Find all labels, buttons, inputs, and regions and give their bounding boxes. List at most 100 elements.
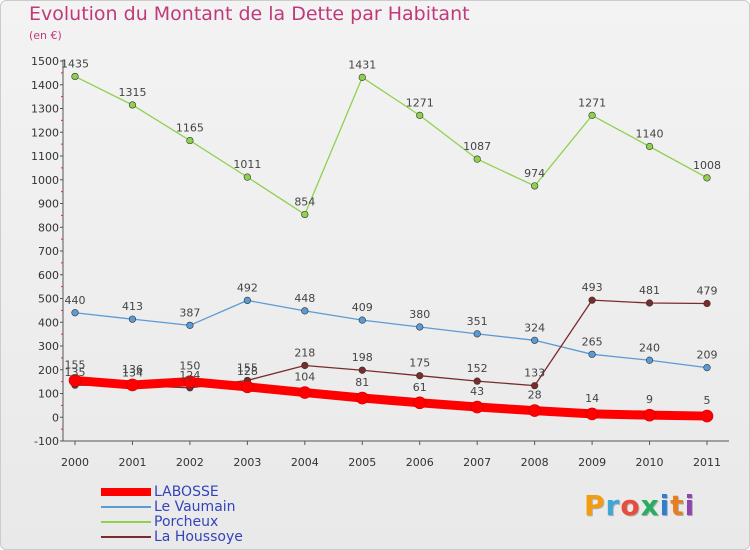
data-point <box>358 73 366 81</box>
y-tick-label: 1300 <box>31 103 59 116</box>
data-point <box>703 174 711 182</box>
y-tick-label: 1500 <box>31 55 59 68</box>
x-tick-label: 2009 <box>578 456 606 469</box>
data-point <box>703 364 711 372</box>
x-tick-label: 2002 <box>176 456 204 469</box>
data-label: 493 <box>582 281 603 294</box>
data-label: 81 <box>355 376 369 389</box>
data-label: 1008 <box>693 159 721 172</box>
data-label: 218 <box>294 346 315 359</box>
data-label: 1011 <box>233 158 261 171</box>
data-point <box>186 321 194 329</box>
y-tick-label: 0 <box>52 411 59 424</box>
data-point <box>416 111 424 119</box>
legend-label: Porcheux <box>154 514 219 530</box>
data-label: 1315 <box>118 86 146 99</box>
series-line <box>74 299 708 369</box>
logo-letter: i <box>684 489 696 522</box>
data-label: 135 <box>65 366 86 379</box>
data-point <box>528 404 541 417</box>
data-point <box>298 386 312 399</box>
data-point <box>531 182 539 190</box>
x-tick-label: 2006 <box>406 456 434 469</box>
legend-swatch <box>101 521 151 523</box>
data-label: 240 <box>639 341 660 354</box>
y-tick-label: 300 <box>38 340 59 353</box>
data-label: 28 <box>528 389 542 402</box>
x-tick-label: 2001 <box>118 456 146 469</box>
logo-letter: P <box>584 489 606 522</box>
data-label: 133 <box>524 367 545 380</box>
data-label: 351 <box>467 315 488 328</box>
data-point <box>588 111 596 119</box>
data-point <box>186 136 194 145</box>
proxiti-logo: Proxiti <box>584 489 695 522</box>
data-label: 854 <box>294 195 315 208</box>
data-point <box>588 350 596 358</box>
data-point <box>358 316 366 324</box>
data-label: 175 <box>409 357 430 370</box>
x-tick-label: 2000 <box>61 456 89 469</box>
y-tick-label: 100 <box>38 388 59 401</box>
data-label: 1431 <box>348 58 376 71</box>
data-point <box>645 142 654 151</box>
x-tick-label: 2004 <box>291 456 319 469</box>
data-label: 1271 <box>578 96 606 109</box>
data-label: 974 <box>524 167 545 180</box>
data-label: 492 <box>237 281 258 294</box>
legend-label: LABOSSE <box>154 484 219 500</box>
legend-swatch <box>101 536 151 538</box>
series-labosse <box>68 374 714 423</box>
data-point <box>301 210 309 219</box>
data-label: 198 <box>352 351 373 364</box>
data-label: 155 <box>65 358 86 371</box>
data-point <box>413 396 427 410</box>
y-tick-label: 200 <box>38 364 59 377</box>
data-point <box>473 377 481 385</box>
data-point <box>473 330 481 338</box>
data-label: 61 <box>413 381 427 394</box>
data-label: 14 <box>585 392 599 405</box>
series-la-houssoye <box>71 296 711 392</box>
data-point <box>183 375 197 388</box>
y-tick-label: 500 <box>38 293 59 306</box>
data-label: 413 <box>122 300 143 313</box>
data-point <box>301 307 309 315</box>
legend-swatch <box>101 488 151 496</box>
data-point <box>128 101 137 109</box>
data-point <box>703 299 711 308</box>
data-label: 1165 <box>176 122 204 135</box>
y-tick-label: 1000 <box>31 174 59 187</box>
data-point <box>473 155 481 163</box>
x-tick-label: 2011 <box>693 456 721 469</box>
data-label: 1435 <box>61 57 89 70</box>
y-tick-label: 900 <box>38 198 59 211</box>
logo-letter: x <box>640 489 660 522</box>
data-label: 1271 <box>406 96 434 109</box>
y-tick-label: 700 <box>38 245 59 258</box>
data-point <box>358 366 366 374</box>
data-label: 265 <box>582 335 603 348</box>
data-label: 128 <box>237 365 258 378</box>
data-label: 150 <box>179 360 200 373</box>
y-tick-label: 1200 <box>31 126 59 139</box>
data-label: 124 <box>179 369 200 382</box>
data-point <box>128 315 137 323</box>
data-point <box>531 382 539 390</box>
data-point <box>71 309 79 317</box>
data-label: 152 <box>467 362 488 375</box>
data-point <box>645 356 654 364</box>
legend-label: La Houssoye <box>154 529 243 545</box>
data-point <box>301 361 309 370</box>
data-point <box>71 72 79 81</box>
y-tick-label: 600 <box>38 269 59 282</box>
data-label: 448 <box>294 292 315 305</box>
x-tick-label: 2008 <box>521 456 549 469</box>
data-point <box>588 296 596 304</box>
data-label: 104 <box>294 371 315 384</box>
data-point <box>470 400 484 414</box>
data-point <box>355 391 369 405</box>
y-tick-label: 800 <box>38 221 59 234</box>
y-tick-label: 400 <box>38 316 59 329</box>
